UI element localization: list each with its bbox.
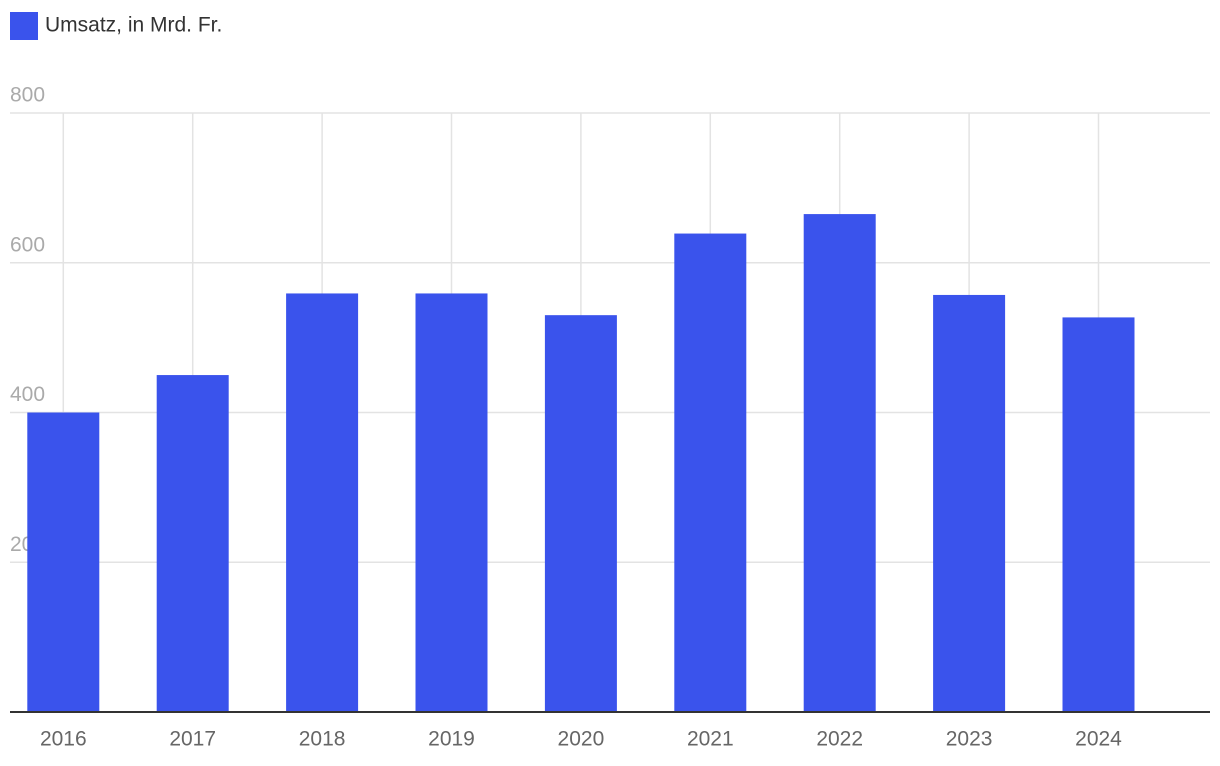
bar [27, 412, 100, 712]
x-tick-label: 2021 [687, 728, 734, 751]
legend-swatch [10, 12, 38, 40]
x-tick-label: 2024 [1075, 728, 1122, 751]
bar [286, 293, 359, 712]
y-tick-label: 400 [10, 383, 45, 406]
x-tick-label: 2017 [169, 728, 216, 751]
x-tick-label: 2022 [816, 728, 863, 751]
legend-label: Umsatz, in Mrd. Fr. [45, 14, 222, 37]
x-tick-label: 2020 [558, 728, 605, 751]
bar [1062, 317, 1135, 712]
x-tick-label: 2018 [299, 728, 346, 751]
bar [933, 294, 1006, 712]
y-tick-label: 800 [10, 84, 45, 107]
bar [674, 233, 747, 712]
x-tick-label: 2023 [946, 728, 993, 751]
bar [415, 293, 488, 712]
bar [803, 214, 876, 713]
bar [544, 315, 617, 712]
bar [156, 375, 229, 712]
x-tick-label: 2016 [40, 728, 87, 751]
y-tick-label: 600 [10, 233, 45, 256]
x-tick-label: 2019 [428, 728, 475, 751]
